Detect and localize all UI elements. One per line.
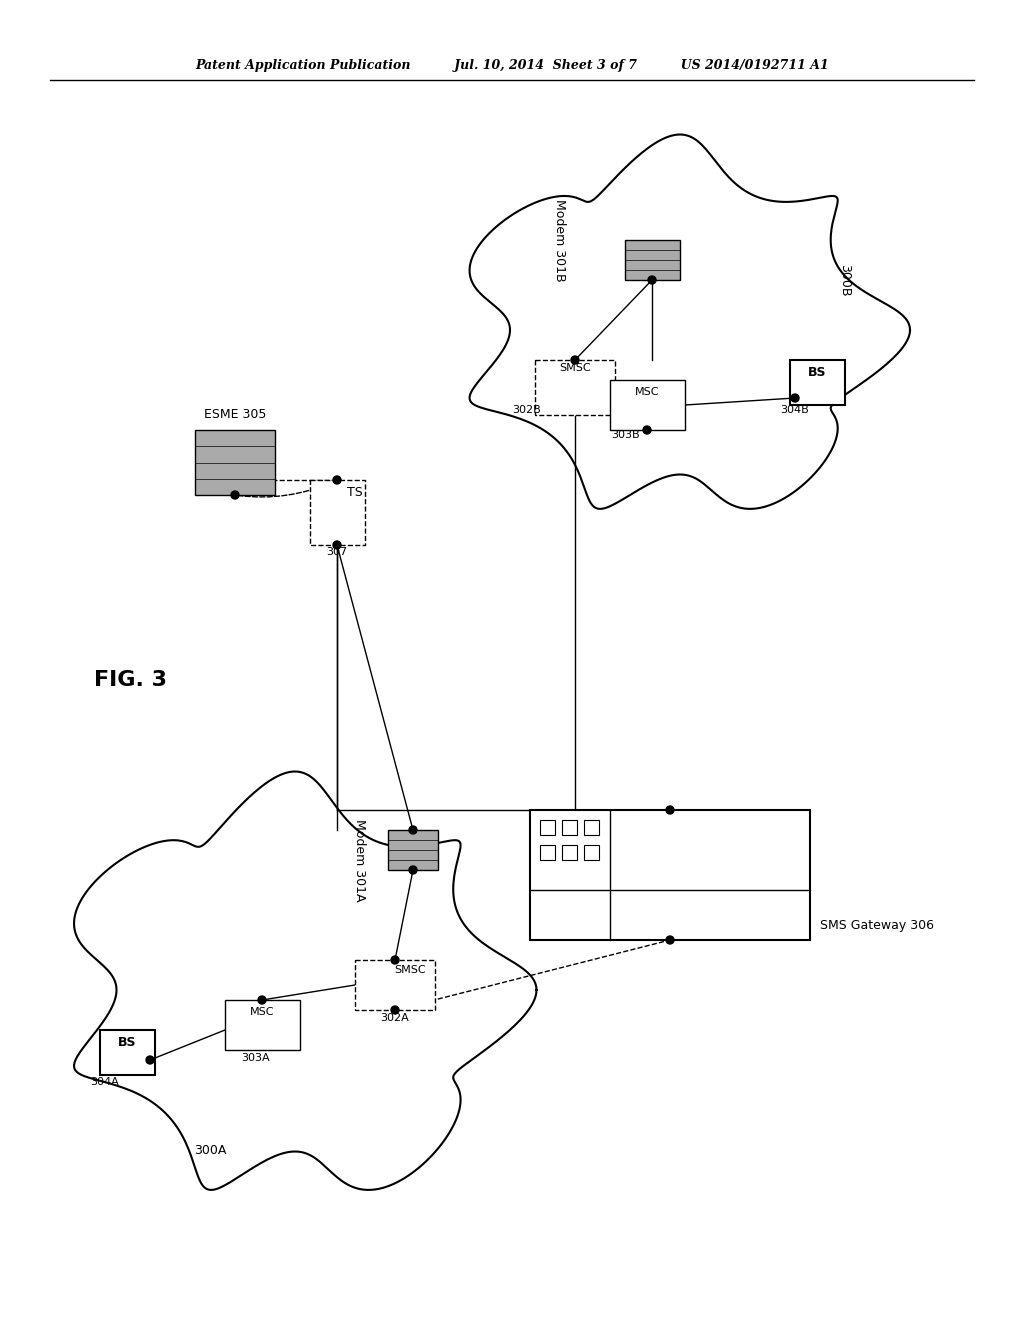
- Polygon shape: [470, 135, 910, 510]
- Circle shape: [409, 866, 417, 874]
- Text: TS: TS: [347, 486, 362, 499]
- Circle shape: [666, 807, 674, 814]
- Circle shape: [146, 1056, 154, 1064]
- Bar: [790, 360, 845, 405]
- Circle shape: [391, 1006, 399, 1014]
- Bar: [584, 845, 599, 861]
- Text: 304B: 304B: [780, 405, 809, 414]
- Text: ESME 305: ESME 305: [204, 408, 266, 421]
- Circle shape: [231, 491, 239, 499]
- Circle shape: [791, 393, 799, 403]
- Text: 302B: 302B: [513, 405, 542, 414]
- Bar: [562, 845, 577, 861]
- Circle shape: [333, 541, 341, 549]
- Circle shape: [409, 826, 417, 834]
- Bar: [562, 820, 577, 836]
- Text: SMSC: SMSC: [394, 965, 426, 975]
- Polygon shape: [74, 771, 537, 1189]
- Circle shape: [648, 276, 656, 284]
- Text: BS: BS: [808, 366, 826, 379]
- Text: MSC: MSC: [250, 1007, 274, 1016]
- Bar: [310, 480, 365, 545]
- Circle shape: [333, 477, 341, 484]
- Bar: [584, 820, 599, 836]
- Text: SMSC: SMSC: [559, 363, 591, 374]
- Text: 300B: 300B: [839, 264, 852, 296]
- Text: SMS Gateway 306: SMS Gateway 306: [820, 919, 934, 932]
- Text: Patent Application Publication          Jul. 10, 2014  Sheet 3 of 7          US : Patent Application Publication Jul. 10, …: [196, 58, 828, 71]
- Text: FIG. 3: FIG. 3: [93, 671, 167, 690]
- Text: 303A: 303A: [241, 1053, 269, 1063]
- Circle shape: [666, 936, 674, 944]
- Bar: [195, 430, 275, 495]
- Bar: [535, 360, 615, 414]
- Text: 302A: 302A: [381, 1012, 410, 1023]
- Circle shape: [391, 956, 399, 964]
- Bar: [355, 960, 435, 1010]
- Text: 303B: 303B: [610, 430, 639, 440]
- Text: 307: 307: [327, 546, 347, 557]
- Bar: [530, 810, 810, 940]
- Text: BS: BS: [118, 1035, 136, 1048]
- Text: 300A: 300A: [194, 1143, 226, 1156]
- Text: Modem 301B: Modem 301B: [554, 199, 566, 281]
- Text: MSC: MSC: [635, 387, 659, 397]
- Text: Modem 301A: Modem 301A: [353, 818, 367, 902]
- Bar: [100, 1030, 155, 1074]
- Bar: [225, 1001, 300, 1049]
- Bar: [625, 240, 680, 280]
- Circle shape: [258, 997, 266, 1005]
- Bar: [540, 845, 555, 861]
- Text: 304A: 304A: [91, 1077, 120, 1086]
- Bar: [388, 830, 438, 870]
- Circle shape: [643, 426, 651, 434]
- Circle shape: [571, 356, 579, 364]
- Bar: [540, 820, 555, 836]
- Bar: [610, 380, 685, 430]
